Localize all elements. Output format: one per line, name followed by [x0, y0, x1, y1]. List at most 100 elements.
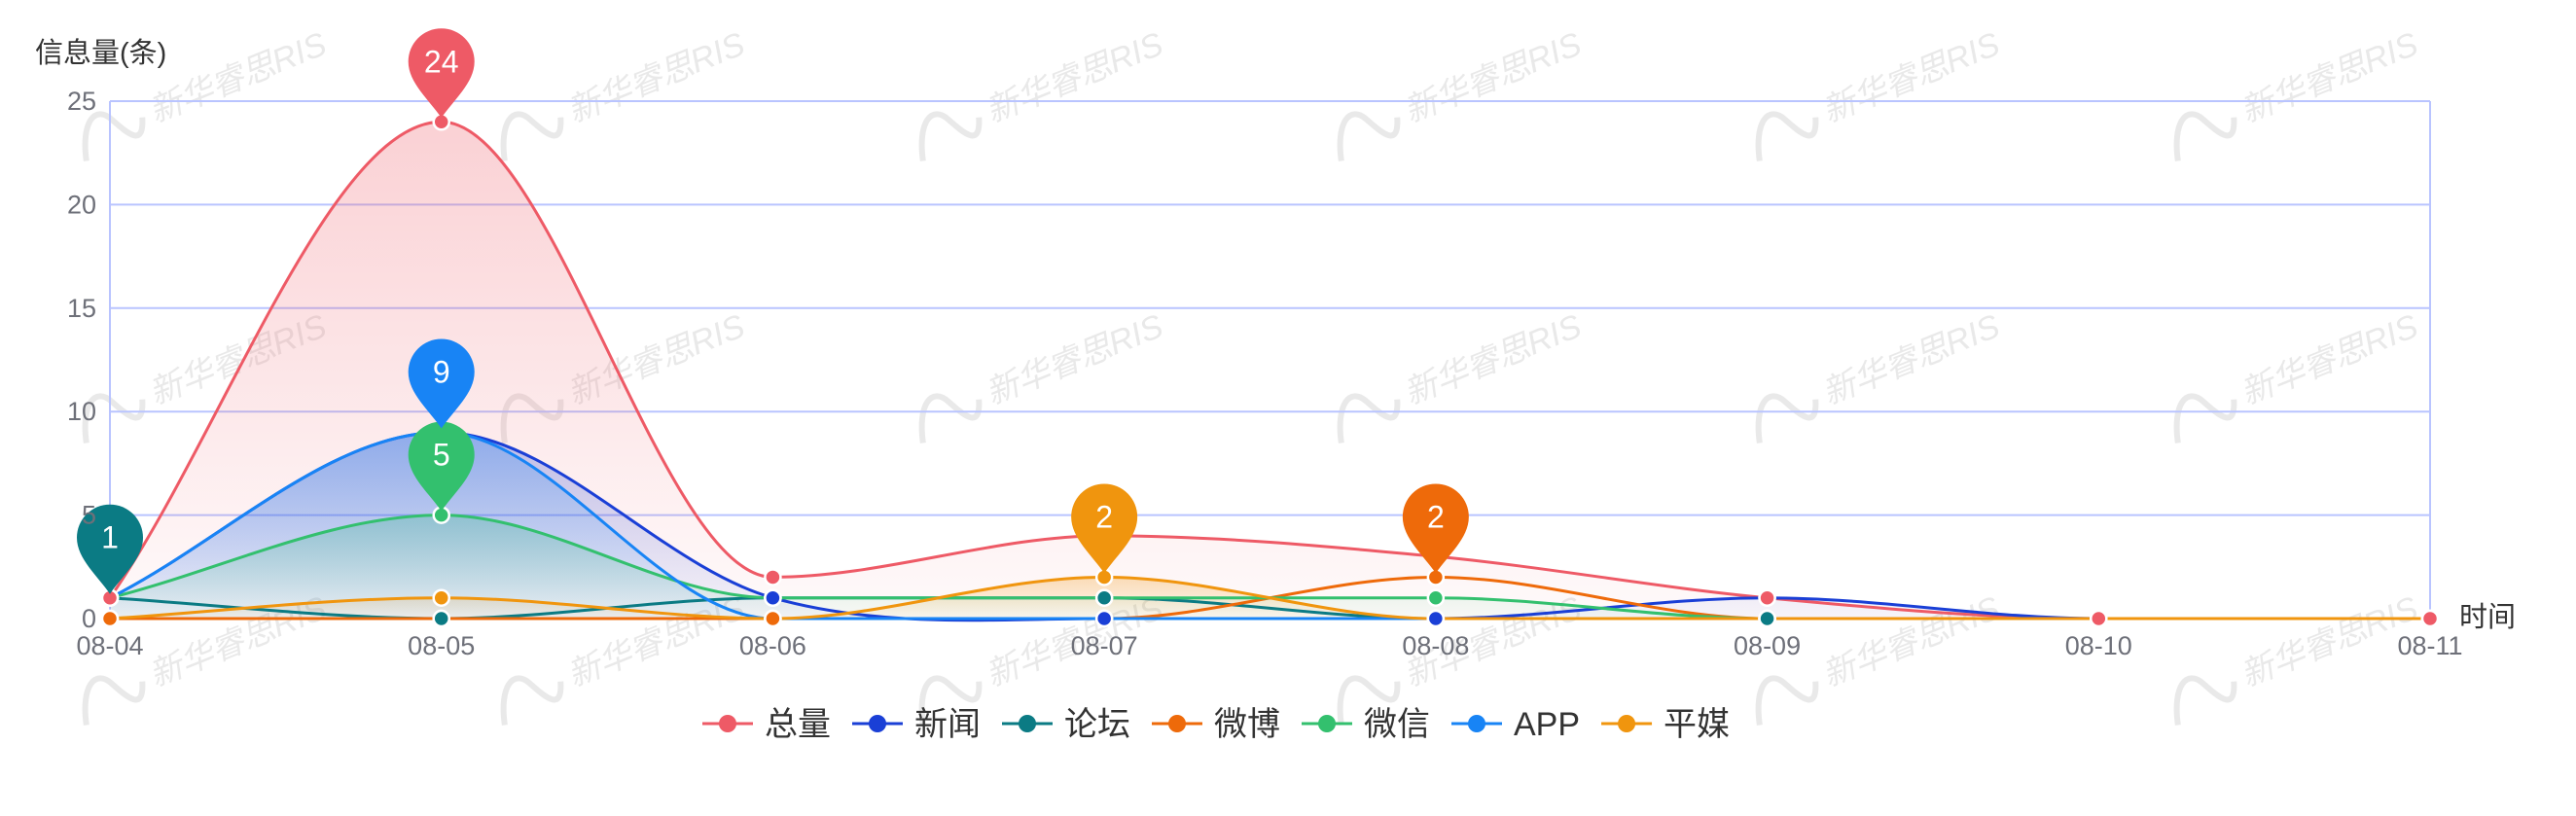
watermark-text: 新华睿思RIS: [2236, 589, 2423, 694]
max-marker-论坛: 1: [77, 504, 143, 594]
data-point-微信: [1426, 588, 1446, 607]
watermark-logo: [500, 675, 564, 726]
max-pin-shape: [1071, 483, 1138, 574]
watermark: 新华睿思RIS: [918, 25, 1168, 161]
watermark-logo: [918, 111, 983, 161]
y-axis-title: 信息量(条): [35, 37, 166, 69]
watermark-logo: [82, 675, 146, 726]
legend-item-微信[interactable]: 微信: [1302, 706, 1430, 743]
max-pin-shape: [77, 504, 143, 594]
max-marker-总量: 24: [408, 28, 475, 119]
watermark: 新华睿思RIS: [1337, 307, 1587, 443]
x-tick-label: 08-06: [739, 631, 806, 660]
data-point-总量: [2090, 609, 2108, 628]
watermark-logo: [1755, 393, 1819, 443]
legend-marker: [1468, 715, 1485, 732]
legend-marker: [1168, 715, 1186, 732]
watermark-logo: [500, 111, 564, 161]
x-tick-label: 08-08: [1402, 631, 1469, 660]
watermark-logo: [2173, 111, 2237, 161]
watermark-text: 新华睿思RIS: [1399, 25, 1587, 130]
y-tick-label: 25: [67, 87, 96, 116]
watermark-logo: [82, 393, 146, 443]
max-pin-shape: [408, 338, 475, 429]
legend-item-微博[interactable]: 微博: [1152, 706, 1280, 743]
y-tick-label: 20: [67, 190, 96, 219]
legend-label: 平媒: [1664, 706, 1730, 743]
watermark: 新华睿思RIS: [1755, 307, 2005, 443]
max-marker-平媒: 2: [1071, 483, 1138, 574]
watermark-logo: [1337, 675, 1401, 726]
watermark-logo: [2173, 675, 2237, 726]
legend-marker: [1318, 715, 1336, 732]
watermark-logo: [1337, 393, 1401, 443]
watermark-text: 新华睿思RIS: [144, 25, 332, 130]
watermark: 新华睿思RIS: [2173, 307, 2423, 443]
data-point-微博: [100, 609, 120, 628]
max-pin-label: 2: [1095, 499, 1113, 534]
data-point-微博: [764, 609, 782, 628]
watermark-logo: [1755, 111, 1819, 161]
watermark-text: 新华睿思RIS: [2236, 307, 2423, 412]
legend-label: 微博: [1214, 706, 1280, 743]
legend-marker: [869, 715, 886, 732]
x-tick-label: 08-04: [76, 631, 143, 660]
watermark-text: 新华睿思RIS: [1817, 25, 2005, 130]
watermark-logo: [918, 675, 983, 726]
series-line-平媒: [109, 575, 2430, 621]
y-tick-label: 15: [67, 294, 96, 323]
max-pin-shape: [1402, 483, 1469, 574]
max-marker-微博: 2: [1402, 483, 1469, 574]
data-point-新闻: [1094, 609, 1114, 628]
watermark-logo: [1337, 111, 1401, 161]
data-point-总量: [2420, 609, 2440, 628]
legend-item-论坛[interactable]: 论坛: [1002, 706, 1130, 743]
y-tick-label: 10: [67, 397, 96, 426]
watermark: 新华睿思RIS: [2173, 25, 2423, 161]
x-tick-label: 08-10: [2065, 631, 2132, 660]
legend-label: 论坛: [1064, 706, 1130, 743]
x-tick-label: 08-05: [408, 631, 475, 660]
x-tick-label: 08-07: [1071, 631, 1138, 660]
legend-item-APP[interactable]: APP: [1451, 706, 1580, 743]
max-pin-shape: [408, 28, 475, 119]
watermark: 新华睿思RIS: [918, 307, 1168, 443]
max-pin-label: 24: [424, 44, 459, 79]
max-pin-label: 9: [433, 354, 450, 389]
data-point-新闻: [1426, 609, 1446, 628]
data-point-平媒: [432, 588, 450, 607]
watermark: 新华睿思RIS: [500, 25, 750, 161]
watermark: 新华睿思RIS: [2173, 589, 2423, 726]
legend-item-平媒[interactable]: 平媒: [1601, 706, 1730, 743]
data-point-论坛: [1758, 609, 1776, 628]
series-area-新闻: [110, 432, 2430, 621]
pin-layer: 24 1 2 5 9 2: [77, 28, 1469, 594]
legend-marker: [1019, 715, 1036, 732]
legend-label: 新闻: [914, 706, 981, 743]
legend-label: 微信: [1364, 706, 1430, 743]
data-point-新闻: [764, 588, 782, 607]
watermark-text: 新华睿思RIS: [1817, 307, 2005, 412]
watermark-logo: [1755, 675, 1819, 726]
max-pin-label: 1: [101, 520, 119, 555]
max-pin-label: 2: [1427, 499, 1445, 534]
legend-item-新闻[interactable]: 新闻: [852, 706, 981, 743]
watermark-logo: [2173, 393, 2237, 443]
legend-label: 总量: [765, 706, 831, 743]
watermark: 新华睿思RIS: [1337, 25, 1587, 161]
data-point-论坛: [432, 609, 450, 628]
data-point-总量: [1758, 588, 1776, 607]
watermark: 新华睿思RIS: [1755, 25, 2005, 161]
data-point-总量: [764, 568, 782, 586]
watermark-text: 新华睿思RIS: [1399, 307, 1587, 412]
max-marker-APP: 9: [408, 338, 475, 429]
x-tick-label: 08-09: [1734, 631, 1801, 660]
legend-item-总量[interactable]: 总量: [702, 706, 831, 743]
y-tick-label: 0: [82, 604, 96, 633]
x-axis-title: 时间: [2459, 601, 2516, 633]
data-point-论坛: [1094, 588, 1114, 607]
watermark-text: 新华睿思RIS: [562, 25, 750, 130]
